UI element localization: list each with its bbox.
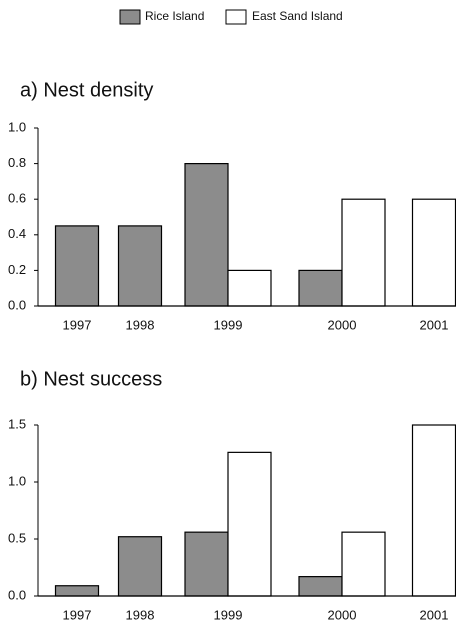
legend-swatch: [119, 9, 141, 25]
bar: [54, 585, 100, 597]
y-tick-label: 0.0: [8, 587, 26, 602]
x-tick-label: 2000: [328, 607, 357, 622]
legend-label: East Sand Island: [252, 9, 343, 23]
x-tick-label: 1999: [214, 607, 243, 622]
bar: [411, 424, 456, 597]
x-tick-label: 2001: [420, 607, 449, 622]
legend-label: Rice Island: [145, 9, 204, 23]
y-tick-label: 1.5: [8, 416, 26, 431]
bar: [298, 576, 343, 597]
legend-swatch: [225, 9, 247, 25]
bar: [227, 451, 272, 597]
bar: [184, 531, 229, 597]
bar: [341, 531, 386, 597]
bar: [54, 225, 100, 307]
x-tick-label: 1999: [214, 317, 243, 332]
bar: [341, 198, 386, 307]
x-tick-label: 2001: [420, 317, 449, 332]
bar: [227, 269, 272, 307]
x-tick-label: 1997: [63, 607, 92, 622]
y-tick-label: 0.2: [8, 262, 26, 277]
bar: [411, 198, 456, 307]
y-tick-label: 0.0: [8, 297, 26, 312]
y-tick-label: 0.4: [8, 226, 26, 241]
y-tick-label: 0.6: [8, 191, 26, 206]
bar: [298, 269, 343, 307]
chart-title: a) Nest density: [20, 79, 153, 101]
bar: [117, 536, 163, 597]
x-tick-label: 1998: [126, 317, 155, 332]
bar: [184, 163, 229, 307]
y-tick-label: 0.5: [8, 530, 26, 545]
x-tick-label: 1998: [126, 607, 155, 622]
chart-title: b) Nest success: [20, 368, 162, 390]
x-tick-label: 2000: [328, 317, 357, 332]
x-tick-label: 1997: [63, 317, 92, 332]
bar: [117, 225, 163, 307]
y-tick-label: 1.0: [8, 473, 26, 488]
y-tick-label: 1.0: [8, 119, 26, 134]
y-tick-label: 0.8: [8, 155, 26, 170]
